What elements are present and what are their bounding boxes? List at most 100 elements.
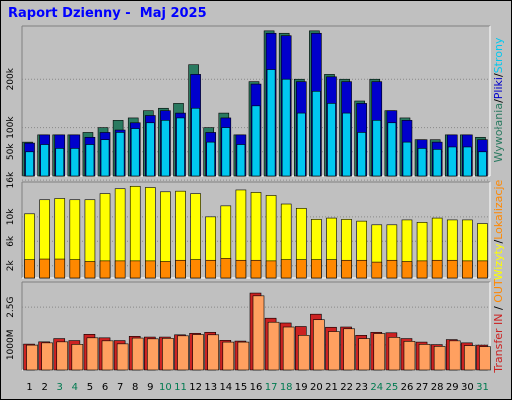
bar-out: 14: 1110: [222, 341, 235, 371]
bar-strony: 15: 65000: [236, 144, 246, 177]
day-label: 5: [87, 382, 93, 393]
bar-strony: 30: 60000: [463, 146, 472, 177]
bar-strony: 8: 98000: [130, 128, 140, 177]
bar-out: 11: 1360: [177, 335, 189, 371]
bar-out: 5: 1280: [86, 337, 99, 371]
day-label: 25: [386, 382, 399, 393]
bar-lokalizacje: 31: 2800: [477, 260, 488, 279]
legend-part: /: [492, 73, 505, 77]
day-label: 23: [355, 382, 368, 393]
y-tick-label: 1000M: [6, 330, 16, 361]
bar-lokalizacje: 5: 2700: [84, 261, 96, 279]
bar-strony: 10: 115000: [161, 120, 170, 177]
bar-strony: 23: 90000: [357, 132, 366, 177]
day-label: 20: [310, 382, 323, 393]
bar-out: 19: 1380: [297, 335, 310, 371]
bar-strony: 14: 100000: [221, 127, 231, 177]
y-tick-label: 100k: [6, 116, 16, 139]
bar-lokalizacje: 6: 2800: [99, 260, 111, 279]
bar-strony: 29: 60000: [447, 146, 457, 177]
bar-out: 4: 1020: [71, 344, 84, 371]
series-legend-label: Wizyty/Lokalizacje: [492, 179, 505, 280]
bar-strony: 11: 120000: [176, 117, 185, 177]
bar-out: 27: 1020: [418, 344, 431, 371]
day-label: 9: [147, 382, 153, 393]
day-label: 24: [370, 382, 383, 393]
legend-part: OUT: [492, 279, 505, 306]
bar-lokalizacje: 23: 2900: [356, 259, 367, 279]
bar-out: 29: 1160: [448, 340, 461, 371]
bar-lokalizacje: 13: 2900: [205, 259, 217, 279]
bar-lokalizacje: 21: 3000: [326, 259, 337, 279]
bar-lokalizacje: 10: 2700: [160, 261, 171, 279]
legend-part: IN: [492, 310, 505, 328]
day-label: 15: [235, 382, 248, 393]
day-label: 2: [41, 382, 47, 393]
bar-lokalizacje: 25: 2900: [386, 259, 398, 279]
bar-lokalizacje: 3: 3100: [54, 258, 66, 279]
bar-out: 6: 1160: [101, 340, 114, 371]
bar-strony: 25: 110000: [387, 122, 397, 177]
bar-strony: 21: 150000: [327, 103, 336, 177]
bar-out: 1: 990: [26, 344, 38, 371]
bar-lokalizacje: 7: 2800: [114, 260, 126, 279]
bar-lokalizacje: 17: 2800: [265, 260, 277, 279]
bar-lokalizacje: 29: 2900: [446, 259, 458, 279]
bar-strony: 18: 200000: [281, 78, 291, 177]
bar-strony: 27: 57000: [417, 148, 427, 177]
day-label: 1: [26, 382, 32, 393]
bar-strony: 13: 70000: [206, 141, 216, 177]
bar-out: 20: 2000: [313, 319, 325, 371]
day-label: 22: [340, 382, 353, 393]
bar-out: 16: 2950: [252, 295, 265, 371]
bar-strony: 16: 145000: [251, 105, 261, 177]
day-label: 13: [204, 382, 217, 393]
bar-out: 22: 1640: [343, 328, 355, 371]
series-legend-label: Wywołania/Pliki/Strony: [492, 37, 505, 162]
bar-strony: 7: 90000: [115, 132, 125, 177]
day-label: 4: [72, 382, 78, 393]
hits-panel: 50k100k200k1: 700002: 850003: 850004: 85…: [6, 25, 491, 177]
bar-out: 24: 1450: [373, 333, 386, 371]
day-label: 28: [431, 382, 444, 393]
series-legend-label: Transfer IN / OUT: [492, 279, 505, 374]
day-label: 11: [174, 382, 187, 393]
bar-lokalizacje: 20: 3000: [311, 259, 322, 279]
y-tick-label: 200k: [6, 67, 16, 90]
day-label: 14: [219, 382, 232, 393]
bar-out: 10: 1260: [162, 338, 174, 371]
bar-lokalizacje: 4: 3000: [69, 259, 81, 279]
day-label: 8: [132, 382, 138, 393]
legend-part: Lokalizacje: [492, 179, 505, 239]
bar-out: 13: 1400: [207, 334, 220, 371]
bar-out: 26: 1140: [403, 341, 416, 371]
bar-lokalizacje: 14: 3200: [220, 258, 232, 279]
bar-lokalizacje: 9: 2800: [145, 260, 156, 279]
legend-part: Pliki: [492, 77, 505, 99]
bar-out: 25: 1300: [388, 337, 401, 371]
bar-lokalizacje: 26: 2700: [401, 261, 413, 279]
legend-part: Wywołania: [492, 103, 505, 163]
bar-lokalizacje: 28: 2900: [431, 259, 443, 279]
day-label: 18: [280, 382, 293, 393]
bar-strony: 20: 175000: [312, 91, 321, 177]
bar-out: 23: 1250: [358, 338, 370, 371]
bar-strony: 2: 65000: [40, 144, 49, 177]
y-tick-label: 2k: [6, 260, 16, 272]
bar-strony: 19: 130000: [296, 112, 306, 177]
day-label: 26: [401, 382, 414, 393]
day-label: 21: [325, 382, 338, 393]
bar-strony: 1: 50000: [25, 151, 34, 177]
bar-strony: 24: 115000: [372, 120, 382, 177]
legend-part: Strony: [492, 37, 505, 73]
bar-strony: 9: 110000: [146, 122, 155, 177]
day-label: 30: [461, 382, 474, 393]
legend-part: /: [492, 306, 505, 310]
bar-strony: 6: 75000: [100, 139, 110, 177]
bar-lokalizacje: 12: 3000: [190, 259, 201, 279]
bar-lokalizacje: 24: 2600: [371, 261, 383, 279]
day-label: 31: [476, 382, 489, 393]
day-label: 17: [265, 382, 278, 393]
